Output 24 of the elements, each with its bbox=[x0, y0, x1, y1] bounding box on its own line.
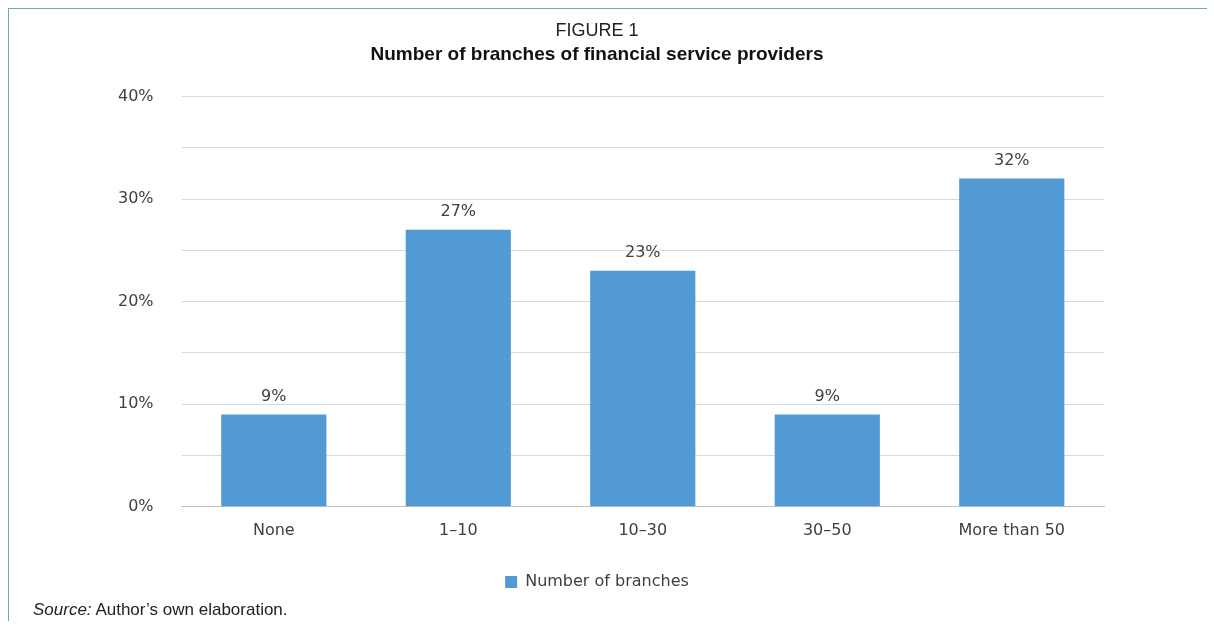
source-note: Source: Author’s own elaboration. bbox=[33, 600, 288, 620]
bar bbox=[590, 270, 696, 507]
x-tick-label: 30–50 bbox=[802, 519, 852, 539]
chart-subtitle: Number of branches of financial service providers bbox=[370, 43, 824, 65]
y-tick-label: 30% bbox=[118, 188, 154, 208]
data-label: 32% bbox=[993, 149, 1030, 169]
legend-label: Number of branches bbox=[525, 571, 689, 591]
bar bbox=[959, 178, 1065, 507]
x-tick-label: None bbox=[252, 519, 295, 539]
x-tick-label: 10–30 bbox=[618, 519, 668, 539]
data-label: 9% bbox=[261, 385, 287, 405]
y-tick-label: 40% bbox=[118, 85, 154, 105]
y-tick-label: 0% bbox=[128, 495, 154, 515]
x-tick-label: More than 50 bbox=[958, 519, 1066, 539]
y-tick-label: 10% bbox=[118, 393, 154, 413]
data-label: 9% bbox=[814, 385, 840, 405]
chart-title: FIGURE 1 bbox=[555, 19, 639, 40]
data-label: 27% bbox=[440, 200, 477, 220]
bar bbox=[221, 414, 327, 507]
data-label: 23% bbox=[625, 241, 661, 261]
bar bbox=[774, 414, 880, 507]
x-tick-label: 1–10 bbox=[439, 519, 478, 539]
y-tick-label: 20% bbox=[118, 290, 154, 310]
bar bbox=[405, 229, 511, 507]
